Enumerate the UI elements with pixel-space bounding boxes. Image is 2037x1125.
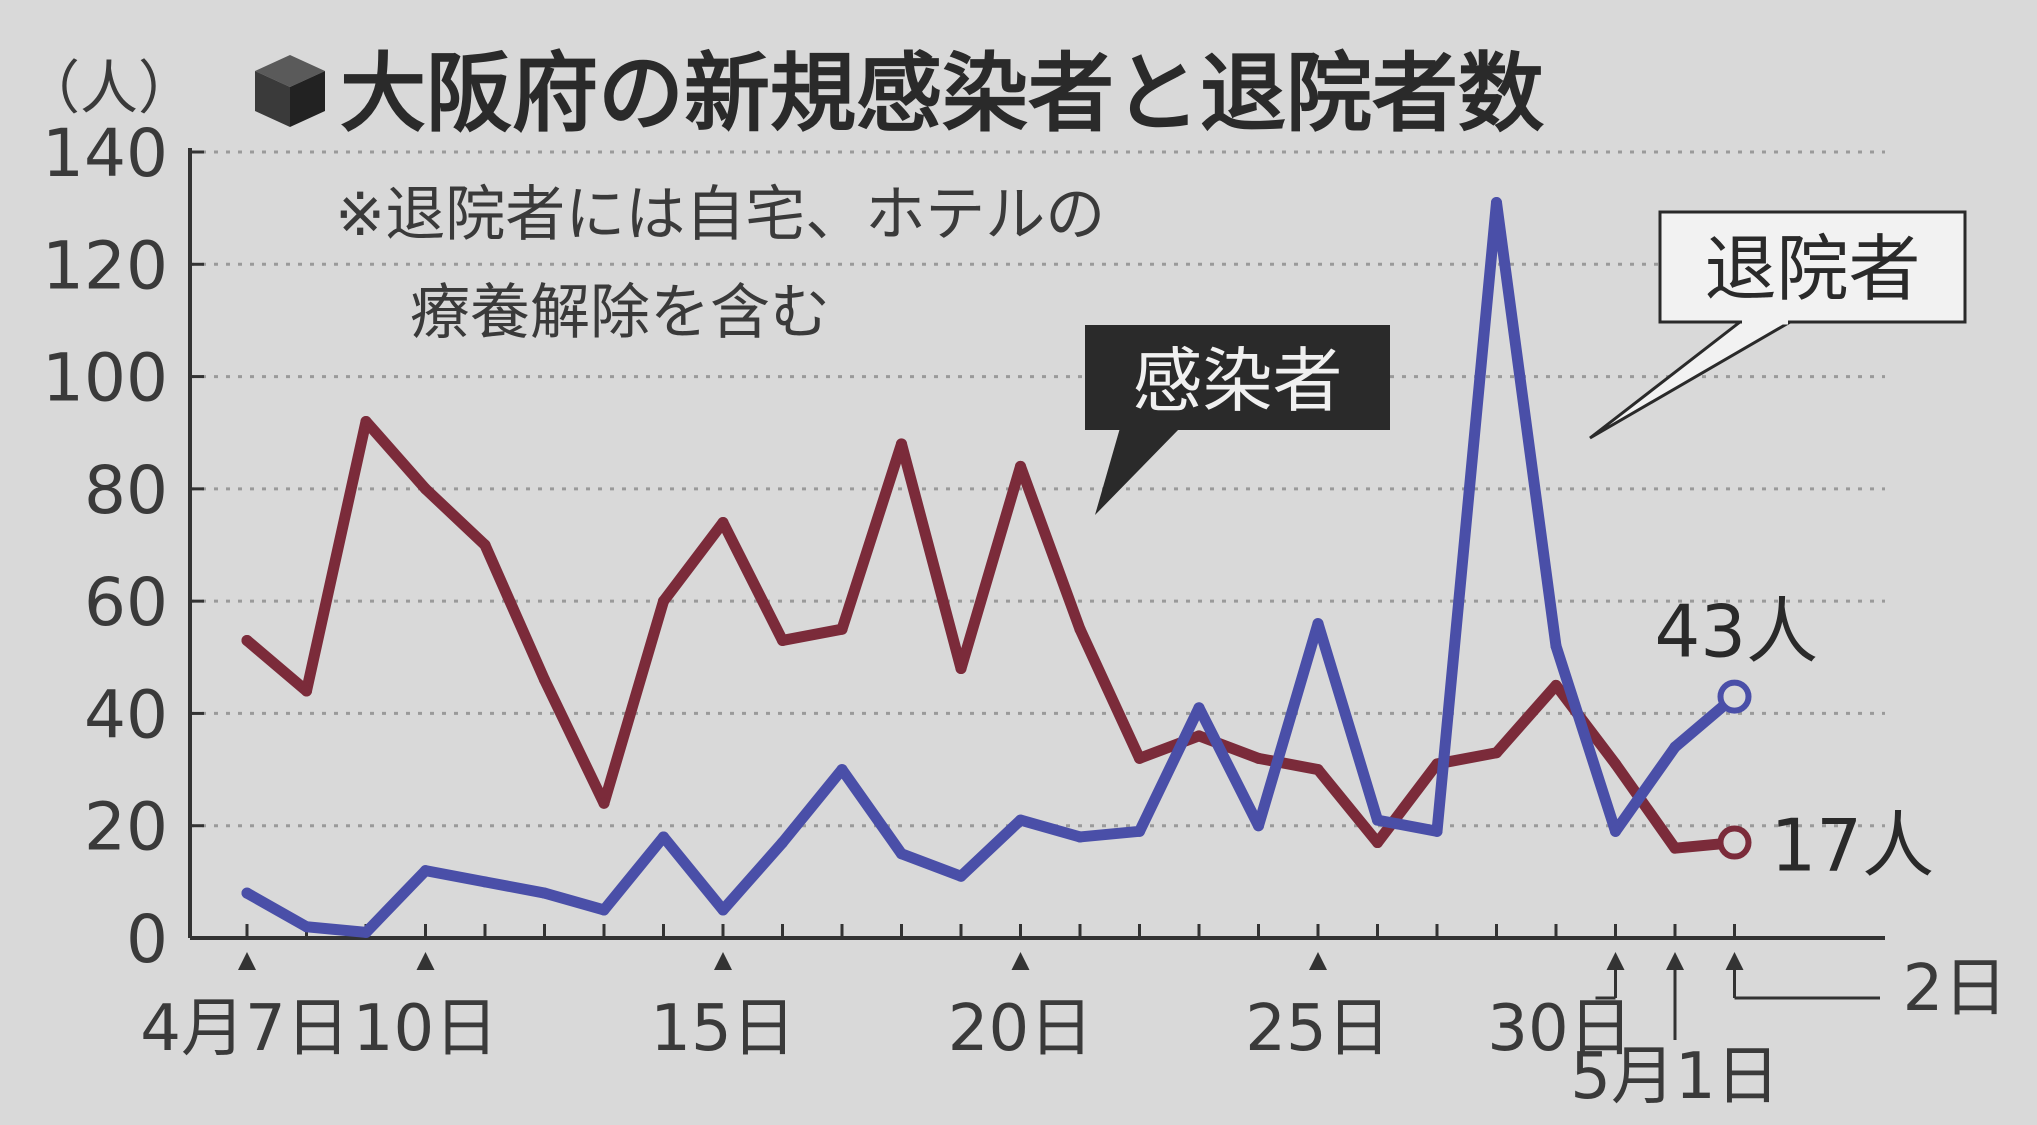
x-tick-label: 15日 <box>650 992 795 1066</box>
x-tick-label: 25日 <box>1245 992 1390 1066</box>
series-point <box>1431 825 1443 837</box>
series-lines <box>241 197 1752 938</box>
series-point <box>658 831 669 843</box>
series-point <box>301 685 312 697</box>
series-end-label: 17人 <box>1771 804 1935 888</box>
legend-box-infected <box>1085 325 1390 430</box>
x-tick-arrow <box>416 952 435 970</box>
x-tick-arrow <box>1011 952 1030 970</box>
x-tick-arrow <box>714 952 732 970</box>
x-tick-label: 30日 <box>1487 992 1632 1066</box>
series-point <box>1015 460 1026 472</box>
series-point <box>717 517 729 529</box>
note-line-1: ※退院者には自宅、ホテルの <box>335 180 1105 250</box>
series-point <box>1491 747 1502 759</box>
x-tick-label: 2日 <box>1903 952 2008 1026</box>
axes <box>188 148 1885 940</box>
series-point <box>241 634 253 646</box>
series-point <box>1312 764 1324 776</box>
x-tick-label: 5月1日 <box>1570 1040 1779 1114</box>
series-end-label: 43人 <box>1655 590 1819 674</box>
series-point <box>896 848 907 860</box>
legend-box-discharged <box>1658 210 1967 324</box>
series-point <box>1015 814 1026 826</box>
series-point <box>241 887 253 899</box>
x-tick-label: 20日 <box>948 992 1093 1066</box>
series-point <box>1074 831 1086 843</box>
note-line-2: 療養解除を含む <box>410 278 830 348</box>
chart-title: 大阪府の新規感染者と退院者数 <box>340 44 1544 144</box>
x-tick-label: 4月7日 <box>140 992 349 1066</box>
series-end-marker <box>1717 825 1752 860</box>
series-point <box>420 865 431 877</box>
legend-pointer-discharged <box>1589 320 1796 440</box>
series-point <box>1669 741 1681 753</box>
series-point <box>1550 679 1562 691</box>
legend-label-infected: 感染者 <box>1133 340 1343 422</box>
series-point <box>301 921 312 933</box>
y-tick-label: 60 <box>84 564 168 641</box>
series-point <box>1610 758 1621 770</box>
series-point <box>420 483 431 495</box>
series-point <box>1253 820 1264 832</box>
series-point <box>896 438 907 450</box>
series-line <box>241 415 1740 854</box>
x-tick-label: 10日 <box>353 992 498 1066</box>
y-tick-label: 120 <box>42 227 168 304</box>
series-point <box>1550 640 1562 652</box>
y-axis-ticks: 0 20 40 60 80 100 120 140 <box>42 115 204 978</box>
series-point <box>1610 825 1621 837</box>
y-tick-label: 20 <box>84 789 168 866</box>
series-end-marker <box>1717 679 1752 714</box>
y-unit-label: （人） <box>22 54 196 122</box>
series-point <box>598 904 610 916</box>
series-point <box>539 887 550 899</box>
series-point <box>1312 618 1324 630</box>
series-point <box>955 663 967 675</box>
series-point <box>955 870 967 882</box>
series-point <box>777 634 788 646</box>
cube-icon <box>255 55 325 127</box>
series-point <box>658 595 669 607</box>
series-point <box>1134 825 1145 837</box>
series-point <box>777 837 788 849</box>
series-point <box>1193 730 1205 742</box>
y-tick-label: 140 <box>42 115 168 192</box>
series-point <box>1669 842 1681 854</box>
y-tick-label: 0 <box>126 901 168 978</box>
x-tick-arrow <box>1606 952 1625 970</box>
legend-pointer-infected <box>1095 428 1180 515</box>
series-point <box>479 876 491 888</box>
series-point <box>1193 702 1205 714</box>
series-labels: 17人 43人 感染者 退院者 <box>1085 210 1967 888</box>
y-tick-label: 100 <box>42 340 168 417</box>
y-tick-label: 40 <box>84 676 168 753</box>
series-point <box>836 764 848 776</box>
legend-label-discharged: 退院者 <box>1704 227 1920 311</box>
series-point <box>479 539 491 551</box>
series-point <box>1253 752 1264 764</box>
series-line <box>241 197 1740 938</box>
y-tick-label: 80 <box>84 452 168 529</box>
series-point <box>598 797 610 809</box>
series-point <box>539 674 550 686</box>
series-point <box>1134 752 1145 764</box>
series-point <box>836 623 848 635</box>
grid-lines <box>190 150 1885 828</box>
series-point <box>1372 837 1383 849</box>
x-tick-arrow <box>238 952 256 970</box>
x-tick-arrow <box>1725 952 1744 970</box>
series-point <box>717 904 729 916</box>
series-point <box>1491 197 1502 209</box>
x-tick-arrow <box>1309 952 1327 970</box>
x-tick-arrow <box>1666 952 1684 970</box>
series-point <box>1372 814 1383 826</box>
series-point <box>360 415 372 427</box>
series-point <box>360 926 372 938</box>
series-point <box>1074 623 1086 635</box>
